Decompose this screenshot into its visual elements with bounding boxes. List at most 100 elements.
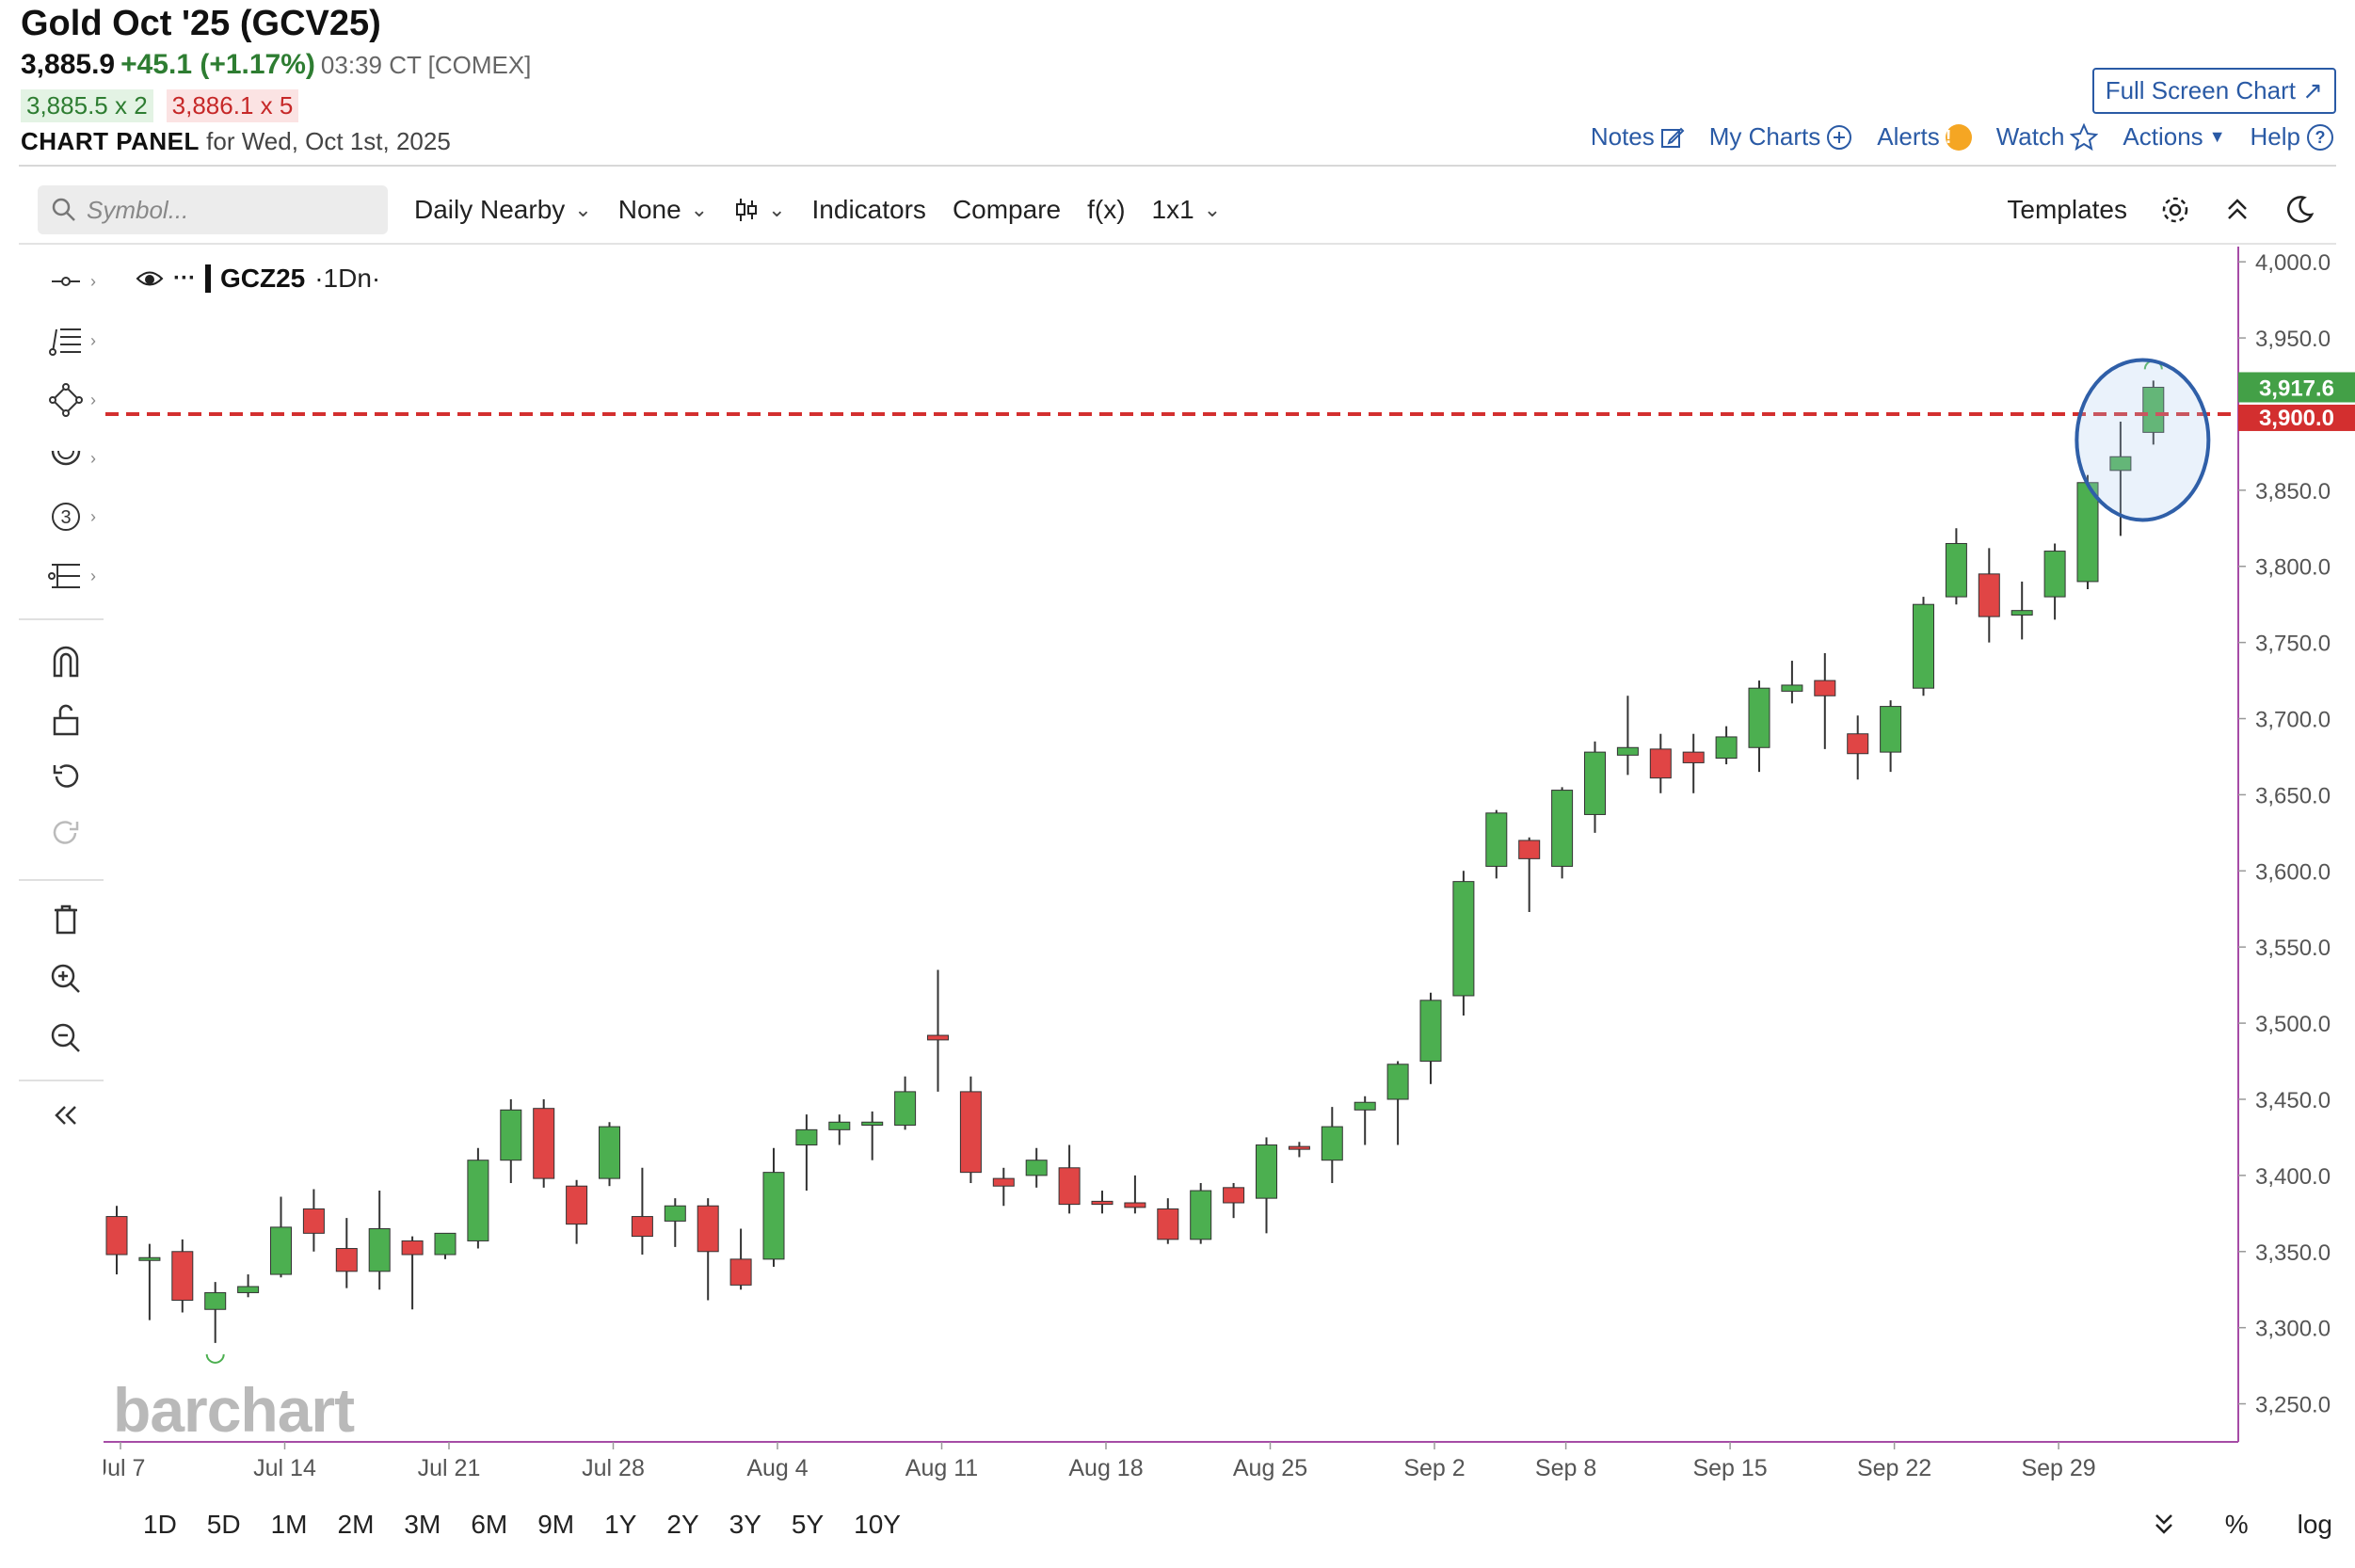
zoom-out-icon[interactable] [38, 1015, 94, 1062]
candlestick-chart[interactable]: 4,000.0 3,950.0 3,900.0 3,850.0 3,800.0 3,750… [104, 247, 2355, 1496]
candle-aug-26[interactable] [1288, 1142, 1310, 1158]
candle-sep-19[interactable] [1847, 715, 1869, 780]
candle-aug-15[interactable] [1058, 1144, 1081, 1214]
range-button-1m[interactable]: 1M [270, 1510, 308, 1539]
candle-sep-22[interactable] [1880, 700, 1902, 773]
candle-aug-4[interactable] [762, 1147, 785, 1267]
candle-sep-11[interactable] [1649, 733, 1672, 793]
candle-sep-12[interactable] [1682, 733, 1705, 793]
function-button[interactable]: f(x) [1087, 195, 1126, 224]
candle-sep-23[interactable] [1913, 597, 1934, 696]
candle-sep-5[interactable] [1518, 837, 1541, 912]
candle-jul-30[interactable] [664, 1198, 686, 1247]
candle-aug-27[interactable] [1321, 1107, 1343, 1183]
candle-sep-17[interactable] [1781, 661, 1803, 704]
magnet-icon[interactable] [38, 637, 94, 684]
candle-aug-6[interactable] [828, 1114, 851, 1145]
candle-jul-15[interactable] [302, 1189, 325, 1252]
range-button-6m[interactable]: 6M [471, 1510, 508, 1539]
candle-sep-2[interactable] [1419, 992, 1442, 1084]
pattern-tool-icon[interactable]: › [38, 552, 96, 600]
candle-aug-28[interactable] [1354, 1096, 1376, 1145]
candle-aug-20[interactable] [1157, 1198, 1179, 1244]
candle-jul-23[interactable] [500, 1098, 522, 1183]
candle-sep-8[interactable] [1551, 787, 1574, 879]
candle-sep-15[interactable] [1715, 726, 1738, 765]
candle-aug-25[interactable] [1256, 1137, 1277, 1234]
candle-aug-12[interactable] [959, 1076, 982, 1183]
unlock-icon[interactable] [38, 696, 94, 744]
candle-jul-14[interactable] [270, 1196, 292, 1278]
more-options-icon[interactable]: ··· [173, 265, 196, 291]
candle-jul-10[interactable] [204, 1282, 227, 1343]
notes-link[interactable]: Notes [1591, 122, 1685, 152]
compare-button[interactable]: Compare [952, 195, 1062, 224]
log-scale-button[interactable]: log [2297, 1510, 2332, 1539]
zoom-in-icon[interactable] [38, 955, 94, 1002]
candle-jul-25[interactable] [566, 1179, 588, 1244]
candle-aug-11[interactable] [927, 969, 949, 1092]
symbol-search-input[interactable]: Symbol... [38, 185, 388, 234]
watch-link[interactable]: Watch [1996, 122, 2099, 152]
candle-jul-8[interactable] [138, 1243, 161, 1320]
candle-aug-13[interactable] [992, 1167, 1015, 1207]
moon-icon[interactable] [2283, 194, 2315, 226]
candle-oct-2[interactable] [2142, 380, 2165, 445]
counter-tool-icon[interactable]: 3 › [38, 493, 96, 540]
candle-sep-30[interactable] [2076, 474, 2099, 590]
candle-aug-5[interactable] [795, 1114, 818, 1192]
interval-dropdown[interactable]: Daily Nearby ⌄ [414, 195, 592, 225]
layout-dropdown[interactable]: 1x1 ⌄ [1152, 195, 1222, 225]
fibonacci-tool-icon[interactable]: › [38, 317, 96, 364]
candle-aug-8[interactable] [894, 1076, 917, 1130]
double-chevron-down-icon[interactable] [2152, 1510, 2176, 1538]
candle-jul-21[interactable] [434, 1232, 457, 1259]
candle-aug-29[interactable] [1386, 1061, 1409, 1145]
range-button-2m[interactable]: 2M [337, 1510, 375, 1539]
candle-jul-28[interactable] [599, 1122, 620, 1187]
gear-icon[interactable] [2159, 194, 2191, 226]
overlay-dropdown[interactable]: None ⌄ [618, 195, 708, 225]
chart-type-dropdown[interactable]: ⌄ [734, 197, 786, 223]
range-button-1d[interactable]: 1D [143, 1510, 177, 1539]
candle-sep-24[interactable] [1945, 528, 1967, 605]
shape-tool-icon[interactable]: › [38, 376, 96, 424]
percent-scale-button[interactable]: % [2224, 1510, 2249, 1539]
candle-jul-9[interactable] [171, 1239, 194, 1313]
undo-icon[interactable] [38, 753, 94, 800]
candle-sep-26[interactable] [2011, 581, 2033, 640]
candle-jul-31[interactable] [697, 1198, 719, 1301]
range-button-3y[interactable]: 3Y [729, 1510, 761, 1539]
my-charts-link[interactable]: My Charts [1709, 122, 1852, 152]
candle-jul-29[interactable] [631, 1167, 653, 1256]
trash-icon[interactable] [38, 896, 94, 943]
candle-jul-16[interactable] [335, 1218, 358, 1288]
candle-aug-1[interactable] [729, 1228, 752, 1290]
candle-jul-11[interactable] [237, 1274, 260, 1298]
candle-aug-21[interactable] [1190, 1182, 1212, 1244]
candle-sep-3[interactable] [1452, 871, 1475, 1016]
actions-link[interactable]: Actions ▼ [2123, 122, 2225, 152]
circle-annotation[interactable] [2075, 358, 2211, 522]
candle-aug-22[interactable] [1223, 1182, 1245, 1219]
candle-jul-22[interactable] [467, 1147, 489, 1249]
candle-aug-19[interactable] [1124, 1175, 1146, 1214]
range-button-5d[interactable]: 5D [206, 1510, 241, 1539]
candle-aug-7[interactable] [861, 1111, 884, 1160]
candle-jul-7[interactable] [105, 1206, 128, 1275]
range-button-10y[interactable]: 10Y [854, 1510, 901, 1539]
price-chart[interactable]: 4,000.0 3,950.0 3,900.0 3,850.0 3,800.0 3,750… [104, 247, 2355, 1568]
indicators-button[interactable]: Indicators [811, 195, 926, 224]
help-link[interactable]: Help? [2251, 122, 2334, 152]
arc-tool-icon[interactable]: › [38, 435, 96, 482]
range-button-5y[interactable]: 5Y [791, 1510, 825, 1539]
candle-sep-10[interactable] [1616, 696, 1639, 776]
range-button-2y[interactable]: 2Y [666, 1510, 699, 1539]
candle-jul-24[interactable] [533, 1098, 555, 1188]
candle-sep-29[interactable] [2043, 543, 2066, 620]
alerts-link[interactable]: Alerts! [1877, 122, 1972, 152]
range-button-3m[interactable]: 3M [404, 1510, 441, 1539]
candle-jul-18[interactable] [401, 1236, 424, 1310]
candle-sep-18[interactable] [1814, 652, 1836, 749]
range-button-1y[interactable]: 1Y [604, 1510, 637, 1539]
